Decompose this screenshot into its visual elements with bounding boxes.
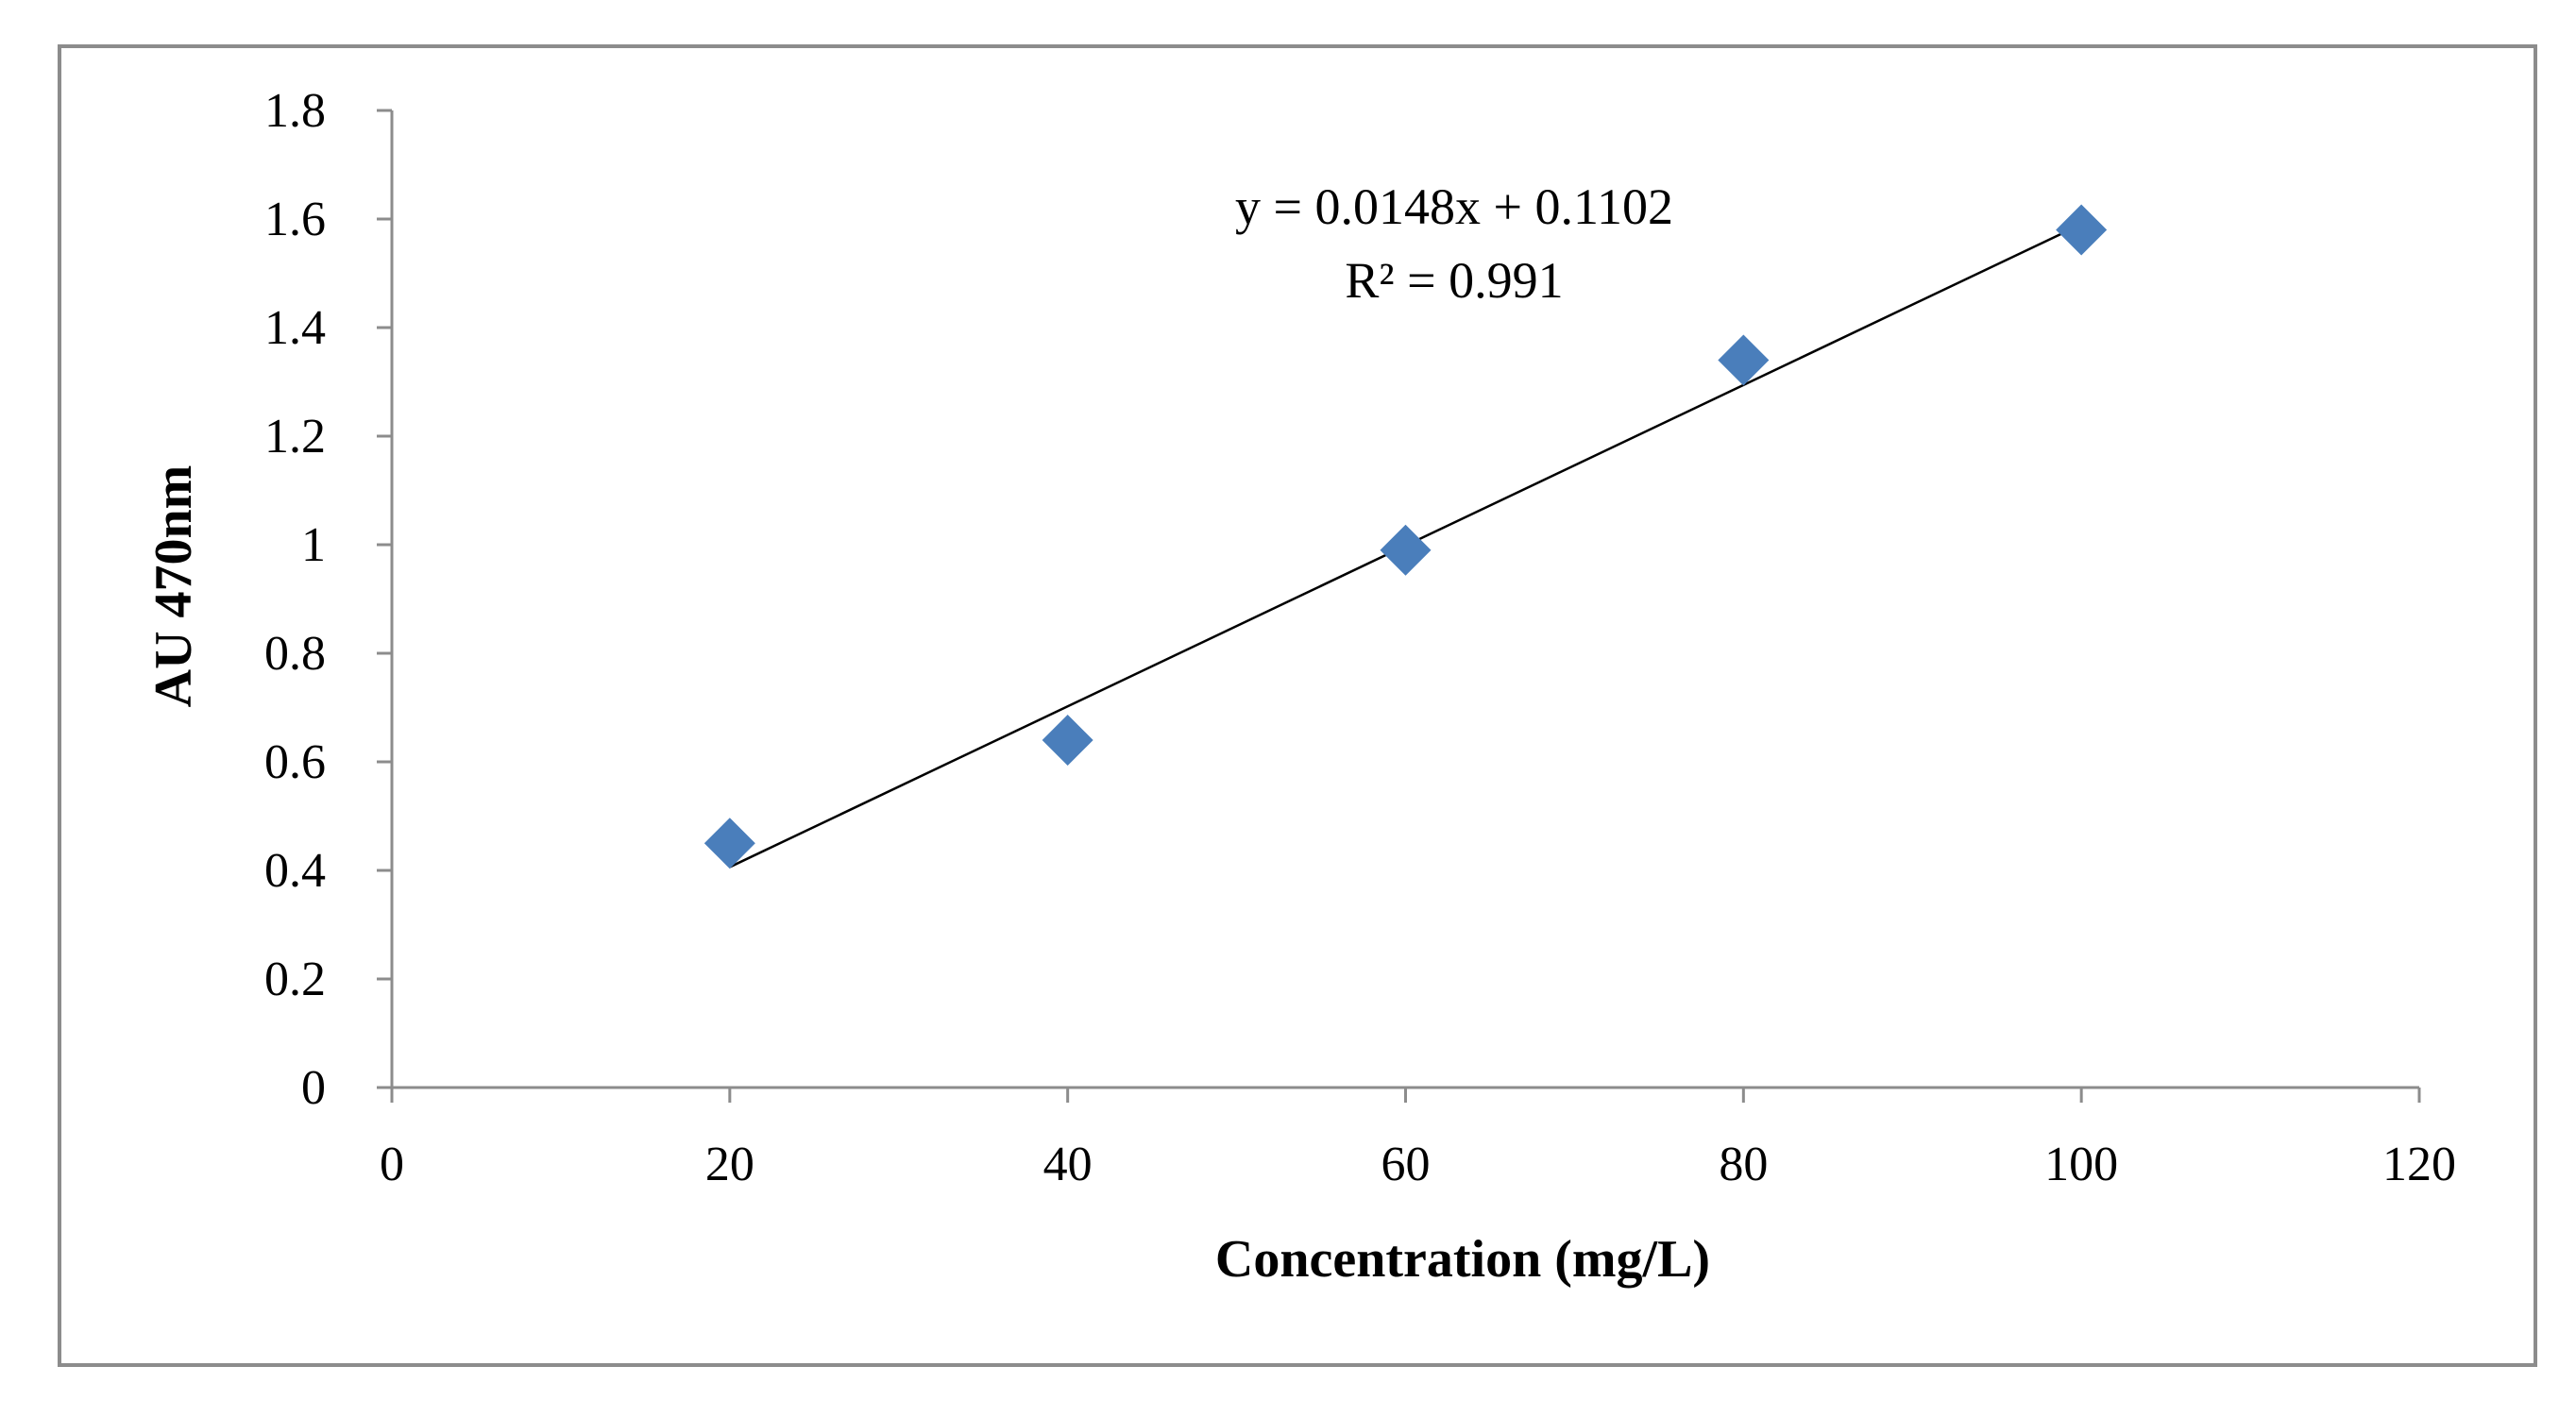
y-tick-label: 0.2: [264, 953, 326, 1006]
y-tick-label: 1.6: [264, 193, 326, 246]
y-axis-label: AU 470nm: [144, 465, 203, 708]
y-tick-label: 0.8: [264, 627, 326, 681]
x-tick-label: 0: [380, 1138, 404, 1191]
data-point: [703, 818, 755, 869]
x-axis-label: Concentration (mg/L): [1215, 1230, 1710, 1289]
y-tick-label: 1.4: [264, 301, 326, 355]
y-tick-label: 0: [301, 1061, 326, 1115]
data-point: [1718, 334, 1770, 386]
x-tick-label: 120: [2382, 1138, 2456, 1191]
y-tick-label: 1.8: [264, 84, 326, 138]
chart-frame: [58, 44, 2537, 1367]
equation-label: y = 0.0148x + 0.1102: [1235, 178, 1673, 235]
y-tick-label: 0.6: [264, 735, 326, 789]
data-point: [2056, 204, 2108, 256]
r-squared-label: R² = 0.991: [1345, 252, 1563, 309]
x-tick-label: 40: [1043, 1138, 1093, 1191]
y-tick-label: 1.2: [264, 410, 326, 464]
x-tick-label: 80: [1719, 1138, 1768, 1191]
data-point: [1380, 524, 1432, 576]
x-tick-label: 100: [2044, 1138, 2118, 1191]
x-tick-label: 20: [705, 1138, 754, 1191]
y-tick-label: 1: [301, 518, 326, 572]
x-tick-label: 60: [1381, 1138, 1431, 1191]
data-point: [1042, 715, 1093, 766]
y-tick-label: 0.4: [264, 844, 326, 898]
